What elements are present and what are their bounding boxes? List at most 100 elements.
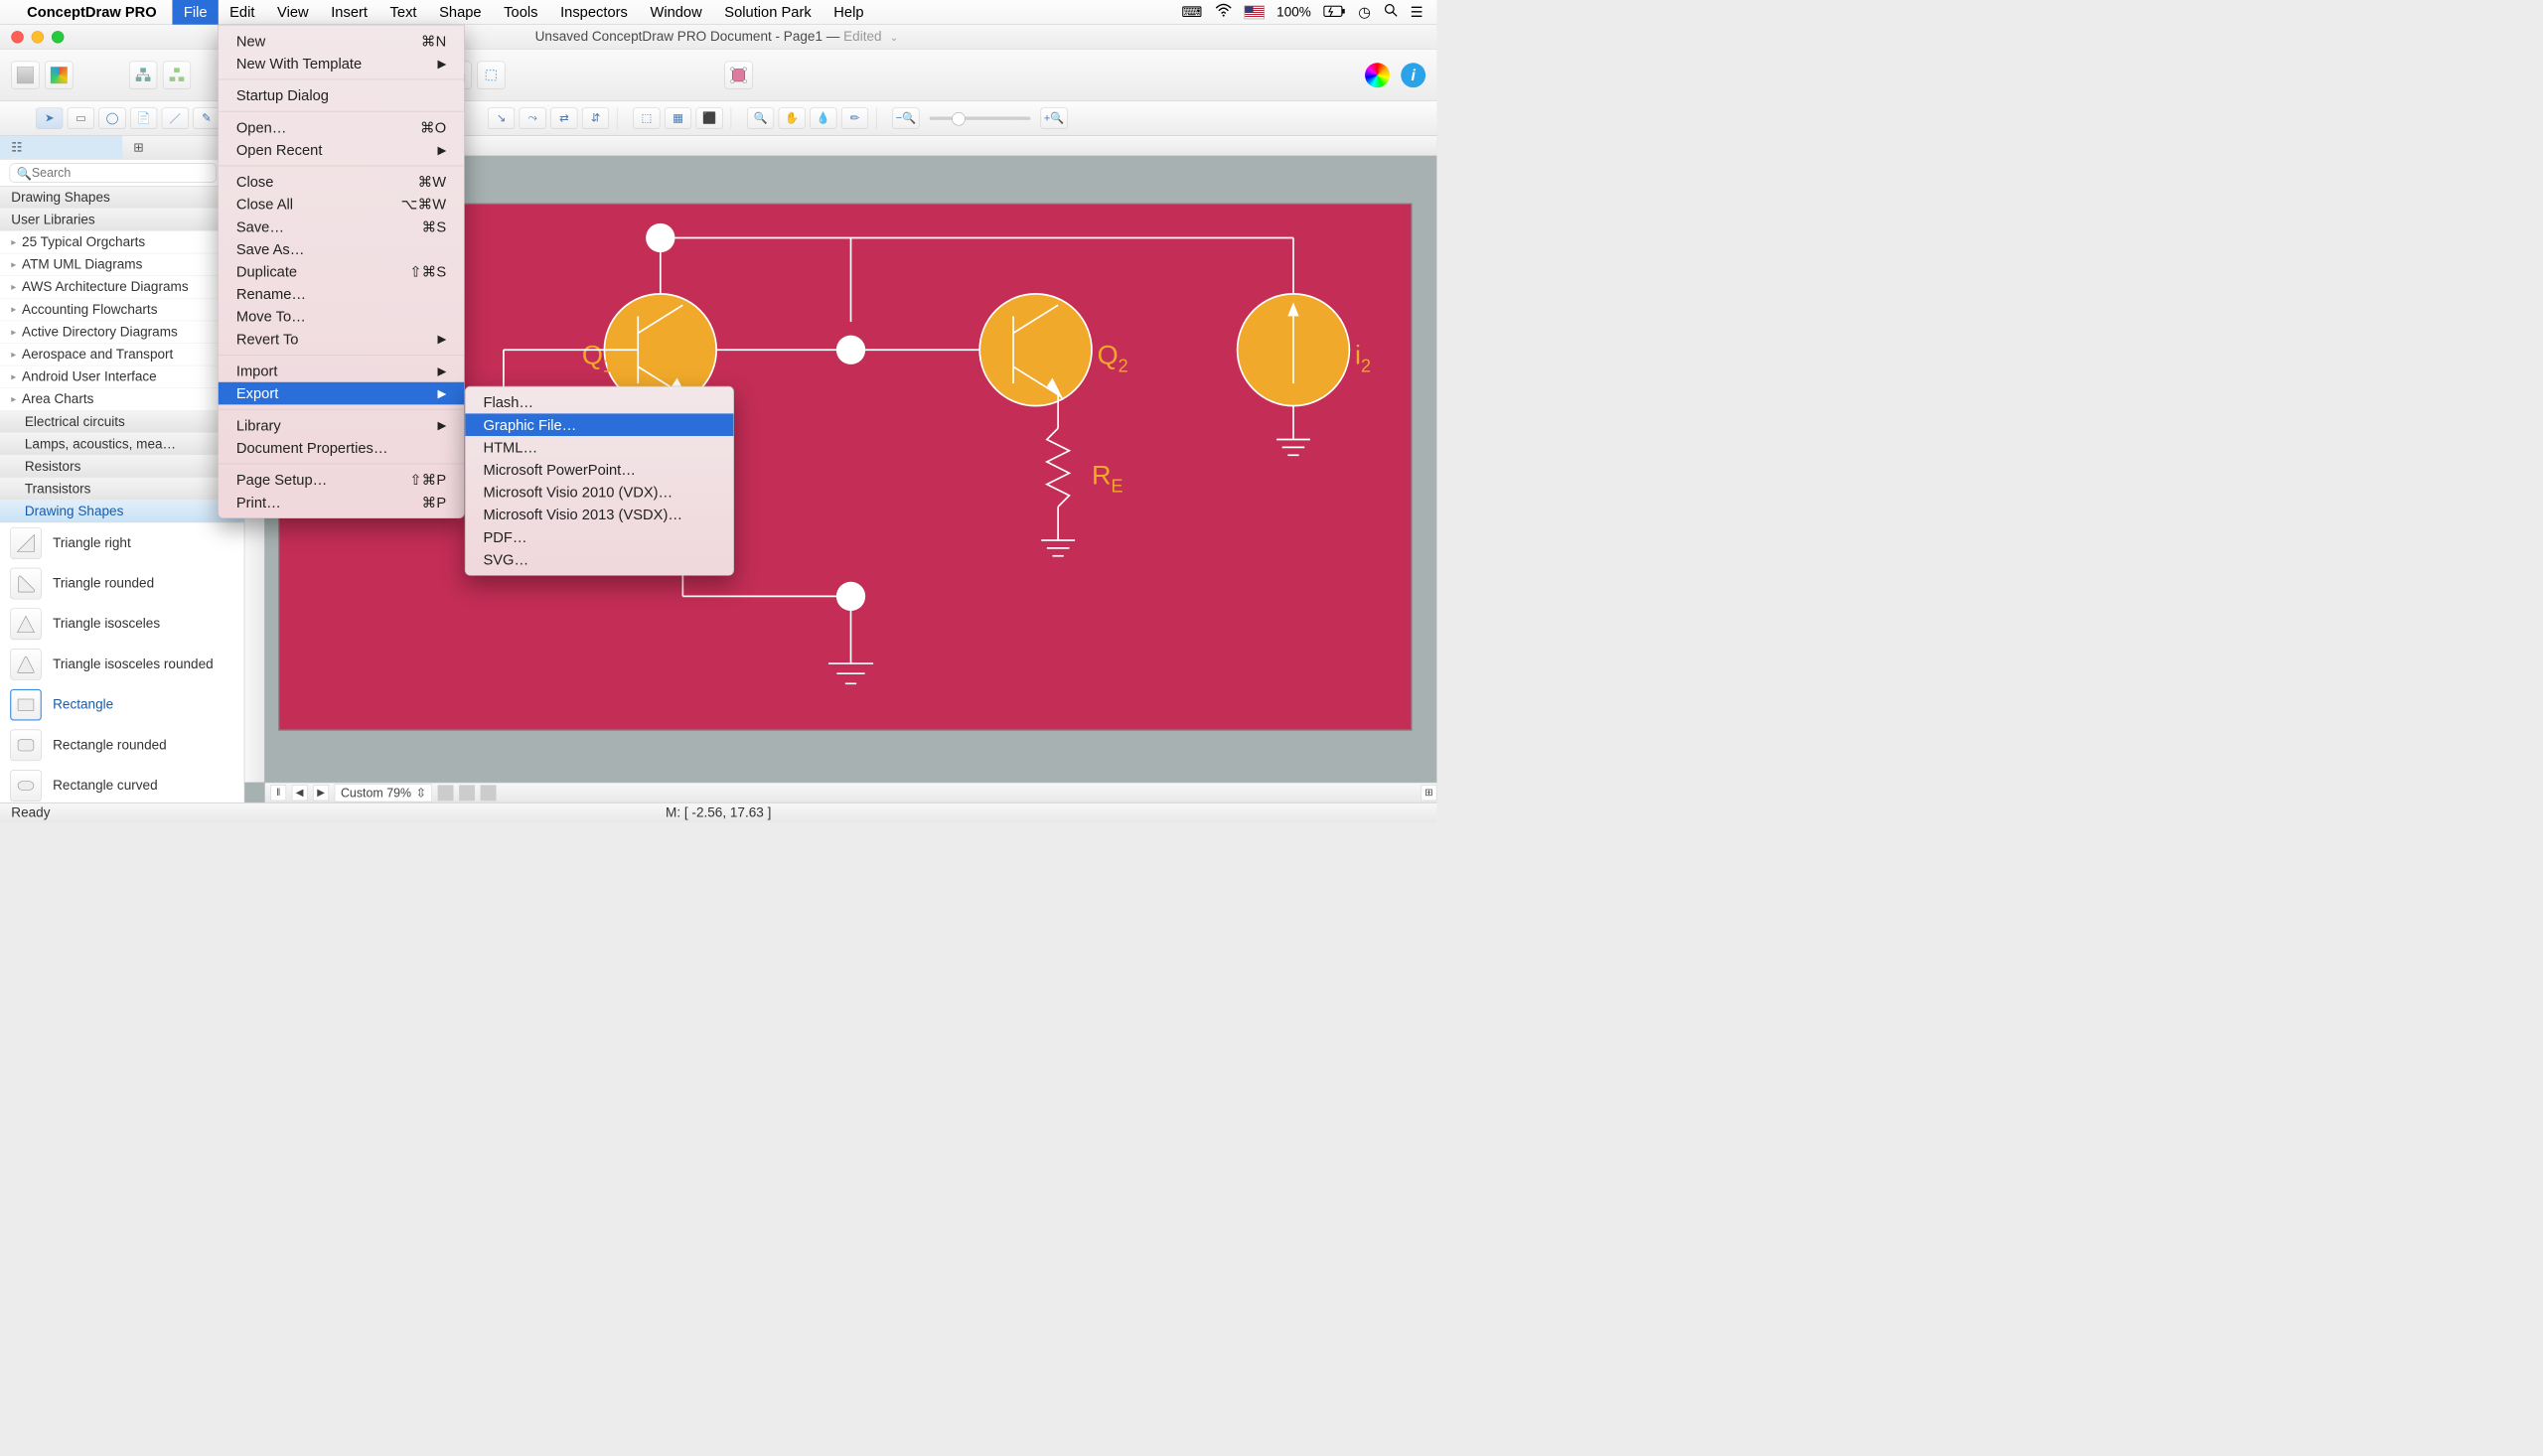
menubar-file[interactable]: File (173, 0, 219, 25)
page-settings-button[interactable]: ⊞ (1421, 785, 1437, 801)
menubar-insert[interactable]: Insert (320, 0, 378, 25)
ellipse-tool-button[interactable]: ◯ (98, 107, 125, 128)
menu-item-revert-to[interactable]: Revert To▶ (219, 328, 464, 351)
org-tool-2-button[interactable] (163, 61, 191, 88)
pen-tool-button[interactable]: ✎ (193, 107, 220, 128)
lib-header[interactable]: Drawing Shapes (0, 187, 244, 210)
page-pause-button[interactable]: ‖ (270, 785, 286, 801)
zoom-tool-button[interactable]: 🔍 (747, 107, 774, 128)
menu-item-open-[interactable]: Open…⌘O (219, 116, 464, 139)
wifi-icon[interactable] (1215, 3, 1232, 21)
text-tool-button[interactable]: 📄 (130, 107, 157, 128)
group-3-button[interactable]: ⬛ (696, 107, 723, 128)
export-item-microsoft-visio-vsdx-[interactable]: Microsoft Visio 2013 (VSDX)… (465, 504, 733, 526)
export-item-microsoft-powerpoint-[interactable]: Microsoft PowerPoint… (465, 459, 733, 482)
menu-item-import[interactable]: Import▶ (219, 360, 464, 382)
menu-item-new-with-template[interactable]: New With Template▶ (219, 53, 464, 75)
line-tool-button[interactable]: ／ (162, 107, 189, 128)
title-chevron-icon[interactable]: ⌄ (890, 32, 899, 43)
lib-header[interactable]: User Libraries (0, 209, 244, 231)
menu-item-document-properties-[interactable]: Document Properties… (219, 437, 464, 460)
page-tab-3[interactable] (481, 785, 497, 801)
notification-center-icon[interactable]: ☰ (1411, 3, 1423, 21)
flag-us-icon[interactable] (1244, 5, 1264, 19)
keyboard-layout-icon[interactable]: ⌨ (1181, 3, 1202, 21)
color-picker-button[interactable] (1365, 63, 1390, 87)
menu-item-open-recent[interactable]: Open Recent▶ (219, 139, 464, 162)
export-item-graphic-file-[interactable]: Graphic File… (465, 413, 733, 436)
lib-item[interactable]: ▸25 Typical Orgcharts (0, 231, 244, 254)
menubar-window[interactable]: Window (639, 0, 713, 25)
info-button[interactable]: i (1401, 63, 1425, 87)
minimize-window-button[interactable] (32, 31, 44, 43)
lib-item[interactable]: ▸AWS Architecture Diagrams (0, 276, 244, 299)
menubar-text[interactable]: Text (378, 0, 428, 25)
lib-subitem[interactable]: Electrical circuits (0, 411, 244, 434)
export-item-html-[interactable]: HTML… (465, 436, 733, 459)
menubar-shape[interactable]: Shape (428, 0, 493, 25)
lib-item[interactable]: ▸Android User Interface (0, 365, 244, 388)
lib-subitem[interactable]: Lamps, acoustics, mea… (0, 433, 244, 456)
shape-item[interactable]: Rectangle (0, 684, 244, 725)
eyedrop-b-button[interactable]: ✏ (841, 107, 868, 128)
connector-3-button[interactable]: ⇄ (550, 107, 577, 128)
org-tool-1-button[interactable] (129, 61, 157, 88)
align-button[interactable] (477, 61, 505, 88)
export-item-pdf-[interactable]: PDF… (465, 525, 733, 548)
menu-item-close-all[interactable]: Close All⌥⌘W (219, 193, 464, 216)
menu-item-export[interactable]: Export▶ (219, 382, 464, 405)
zoom-slider[interactable] (930, 116, 1031, 119)
export-item-microsoft-visio-vdx-[interactable]: Microsoft Visio 2010 (VDX)… (465, 481, 733, 504)
export-item-flash-[interactable]: Flash… (465, 391, 733, 414)
menubar-edit[interactable]: Edit (219, 0, 266, 25)
eyedrop-a-button[interactable]: 💧 (810, 107, 836, 128)
color-tool-button[interactable] (45, 61, 73, 88)
menubar-view[interactable]: View (266, 0, 320, 25)
group-2-button[interactable]: ▦ (665, 107, 691, 128)
battery-icon[interactable] (1323, 3, 1346, 21)
zoom-stepper-icon[interactable]: ⇳ (416, 786, 426, 801)
menu-item-move-to-[interactable]: Move To… (219, 305, 464, 328)
shape-item[interactable]: Rectangle curved (0, 766, 244, 802)
spotlight-icon[interactable] (1384, 3, 1399, 22)
lib-item[interactable]: ▸Active Directory Diagrams (0, 321, 244, 344)
menubar-help[interactable]: Help (823, 0, 875, 25)
close-window-button[interactable] (11, 31, 23, 43)
lib-subitem[interactable]: Resistors (0, 456, 244, 479)
panel-tab-tree[interactable]: ☷ (0, 136, 122, 159)
lib-item[interactable]: ▸Aerospace and Transport (0, 344, 244, 366)
connector-1-button[interactable]: ↘ (488, 107, 515, 128)
connector-4-button[interactable]: ⇵ (582, 107, 609, 128)
menu-item-page-setup-[interactable]: Page Setup…⇧⌘P (219, 469, 464, 492)
grid-tool-button[interactable] (11, 61, 39, 88)
menu-item-print-[interactable]: Print…⌘P (219, 491, 464, 513)
zoom-out-button[interactable]: −🔍 (892, 107, 919, 128)
page-tab-1[interactable] (438, 785, 454, 801)
menu-item-save-as-[interactable]: Save As… (219, 238, 464, 261)
menu-item-new[interactable]: New⌘N (219, 30, 464, 53)
zoom-display[interactable]: Custom 79% ⇳ (335, 784, 433, 801)
cursor-tool-button[interactable]: ➤ (36, 107, 63, 128)
lib-subitem[interactable]: Drawing Shapes (0, 501, 244, 523)
group-1-button[interactable]: ⬚ (633, 107, 660, 128)
shape-item[interactable]: Rectangle rounded (0, 725, 244, 766)
menubar-tools[interactable]: Tools (493, 0, 549, 25)
menu-item-rename-[interactable]: Rename… (219, 283, 464, 306)
menu-item-close[interactable]: Close⌘W (219, 171, 464, 194)
menu-item-library[interactable]: Library▶ (219, 414, 464, 437)
page-tab-2[interactable] (459, 785, 475, 801)
menu-item-save-[interactable]: Save…⌘S (219, 216, 464, 238)
zoom-in-button[interactable]: +🔍 (1041, 107, 1068, 128)
connector-2-button[interactable]: ⤳ (520, 107, 546, 128)
pan-tool-button[interactable]: ✋ (779, 107, 806, 128)
page-next-button[interactable]: ▶ (313, 785, 329, 801)
menubar-solution-park[interactable]: Solution Park (713, 0, 823, 25)
zoom-window-button[interactable] (52, 31, 64, 43)
lib-subitem[interactable]: Transistors (0, 478, 244, 501)
menubar-inspectors[interactable]: Inspectors (549, 0, 639, 25)
menu-item-startup-dialog[interactable]: Startup Dialog (219, 84, 464, 107)
lib-item[interactable]: ▸Area Charts (0, 388, 244, 411)
lib-item[interactable]: ▸ATM UML Diagrams (0, 253, 244, 276)
shape-item[interactable]: Triangle rounded (0, 563, 244, 604)
shape-item[interactable]: Triangle isosceles rounded (0, 645, 244, 685)
